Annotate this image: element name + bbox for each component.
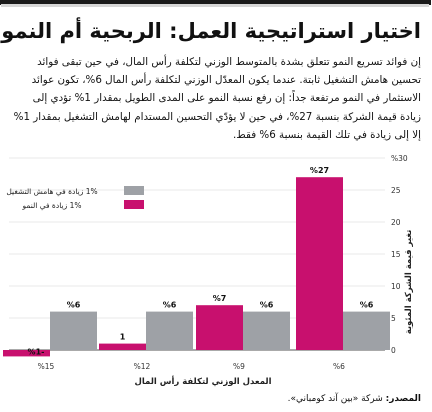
y-axis-ticks: 0 5 10 15 20 25 %30 <box>392 154 409 355</box>
y-tick-label: 25 <box>392 186 402 195</box>
bar-margin <box>244 311 291 350</box>
x-axis-ticks: %6 %9 %12 %15 <box>39 362 347 371</box>
bar-margin <box>344 311 391 350</box>
source-text: شركة «بين آند كومباني». <box>288 394 384 404</box>
bar-margin <box>147 311 194 350</box>
bar-growth <box>297 177 344 350</box>
y-tick-label: 5 <box>392 314 397 323</box>
source-label: المصدر: <box>386 394 422 404</box>
data-label-margin: %6 <box>361 301 375 310</box>
chart: %27 %6 %7 %6 1 %6 %1- %6 0 5 10 15 20 25 %30 %6 %9 %12%… <box>4 154 415 387</box>
x-tick-label: %12 <box>135 362 152 371</box>
y-tick-label: 0 <box>392 346 397 355</box>
y-tick-label: 10 <box>392 282 402 291</box>
legend-swatch-margin <box>125 186 145 195</box>
x-tick-label: %15 <box>39 362 56 371</box>
y-axis-title: تغير قيمة الشركة المئوية <box>405 230 415 335</box>
x-tick-label: %9 <box>234 362 246 371</box>
chart-data-labels: %27 %6 %7 %6 1 %6 %1- %6 <box>29 166 375 356</box>
source-note: المصدر: شركة «بين آند كومباني». <box>289 394 422 404</box>
data-label-margin: %6 <box>68 301 82 310</box>
data-label-growth: %27 <box>311 166 330 175</box>
x-axis-title: المعدل الوزني لتكلفة رأس المال <box>135 375 272 387</box>
chart-bars <box>4 177 391 357</box>
legend-swatch-growth <box>125 200 145 209</box>
data-label-growth: %7 <box>214 294 228 303</box>
y-tick-label: 15 <box>392 250 402 259</box>
data-label-growth: 1 <box>121 333 127 342</box>
top-bar <box>2 4 430 7</box>
top-rule <box>0 0 432 5</box>
data-label-margin: %6 <box>164 301 178 310</box>
intro-paragraph: إن فوائد تسريع النمو تتعلق بشدة بالمتوسط… <box>14 56 422 141</box>
chart-legend: 1% زيادة في النمو 1% زيادة في هامش التشغ… <box>7 186 145 210</box>
bar-growth <box>100 343 147 350</box>
bar-growth <box>197 305 244 350</box>
bar-growth <box>4 350 51 357</box>
data-label-growth: %1- <box>29 347 46 356</box>
x-tick-label: %6 <box>334 362 346 371</box>
legend-label-growth: 1% زيادة في النمو <box>22 201 82 210</box>
y-tick-label: %30 <box>392 154 409 163</box>
data-label-margin: %6 <box>261 301 275 310</box>
legend-label-margin: 1% زيادة في هامش التشغيل <box>7 187 98 196</box>
bar-margin <box>51 311 98 350</box>
y-tick-label: 20 <box>392 218 402 227</box>
page-title: اختيار استراتيجية العمل: الربحية أم النم… <box>0 19 422 43</box>
